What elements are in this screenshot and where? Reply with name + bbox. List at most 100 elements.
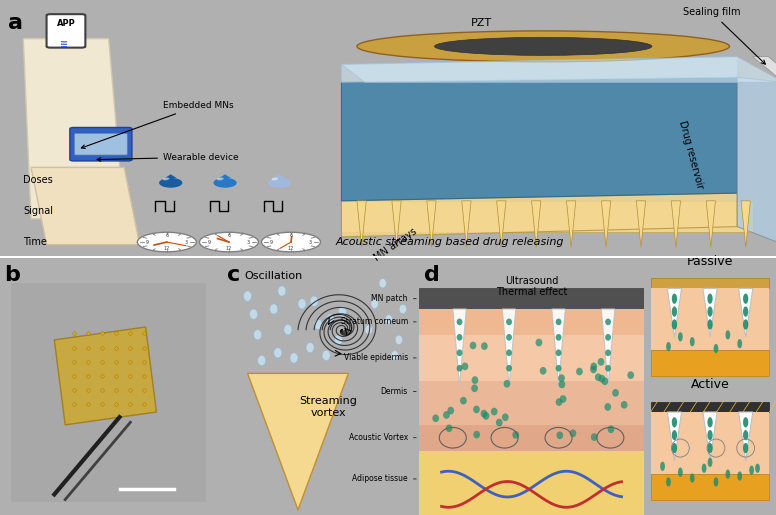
Circle shape — [462, 363, 469, 370]
Polygon shape — [671, 201, 681, 247]
Polygon shape — [427, 201, 436, 247]
Polygon shape — [419, 288, 644, 309]
Circle shape — [448, 407, 454, 415]
Polygon shape — [739, 412, 753, 461]
Circle shape — [270, 304, 278, 314]
Circle shape — [556, 398, 563, 406]
Circle shape — [708, 417, 712, 427]
Polygon shape — [419, 309, 644, 335]
Circle shape — [262, 232, 320, 252]
Circle shape — [743, 294, 748, 304]
Circle shape — [456, 334, 462, 341]
Polygon shape — [357, 201, 366, 247]
Circle shape — [456, 365, 462, 372]
Circle shape — [504, 380, 511, 388]
Circle shape — [385, 315, 393, 324]
Circle shape — [445, 424, 452, 432]
Circle shape — [576, 368, 583, 375]
Circle shape — [274, 348, 282, 358]
Circle shape — [612, 389, 619, 397]
Text: 9: 9 — [270, 239, 273, 245]
Polygon shape — [706, 201, 715, 247]
Circle shape — [591, 433, 598, 441]
Text: Passive: Passive — [687, 255, 733, 268]
Text: 9: 9 — [146, 239, 149, 245]
Text: Streaming
vortex: Streaming vortex — [300, 396, 357, 418]
Circle shape — [400, 304, 407, 314]
Text: ≣: ≣ — [60, 39, 68, 49]
Circle shape — [714, 344, 719, 353]
Circle shape — [590, 366, 597, 373]
Polygon shape — [453, 309, 466, 386]
Polygon shape — [31, 167, 140, 245]
Polygon shape — [650, 350, 769, 376]
Circle shape — [743, 430, 748, 440]
Circle shape — [391, 351, 398, 360]
Circle shape — [284, 324, 292, 335]
Ellipse shape — [163, 178, 169, 180]
Polygon shape — [341, 57, 776, 82]
Circle shape — [483, 412, 490, 420]
Circle shape — [338, 306, 346, 317]
Circle shape — [314, 319, 322, 330]
Circle shape — [595, 373, 601, 381]
Text: a: a — [8, 13, 23, 33]
Polygon shape — [753, 57, 776, 82]
Circle shape — [535, 339, 542, 347]
Polygon shape — [650, 402, 769, 412]
Circle shape — [137, 232, 196, 252]
Text: 6: 6 — [165, 233, 168, 238]
Circle shape — [290, 353, 298, 363]
Polygon shape — [219, 174, 231, 178]
Circle shape — [540, 367, 546, 374]
Text: 9: 9 — [208, 239, 211, 245]
Circle shape — [365, 325, 372, 334]
Text: 3: 3 — [309, 239, 312, 245]
Text: Time: Time — [23, 237, 47, 247]
Polygon shape — [566, 201, 576, 247]
Polygon shape — [650, 474, 769, 500]
Circle shape — [244, 291, 251, 301]
Circle shape — [481, 342, 488, 350]
Circle shape — [472, 376, 478, 384]
Polygon shape — [392, 201, 401, 247]
Circle shape — [690, 337, 695, 346]
Polygon shape — [248, 373, 348, 510]
Text: Oscillation: Oscillation — [244, 270, 303, 281]
Circle shape — [456, 318, 462, 325]
Polygon shape — [650, 278, 769, 288]
Circle shape — [570, 430, 577, 437]
Polygon shape — [650, 412, 769, 474]
Circle shape — [506, 334, 512, 341]
Text: Acoustic Vortex: Acoustic Vortex — [348, 433, 416, 442]
Polygon shape — [23, 39, 124, 219]
Text: Ultrasound
Thermal effect: Ultrasound Thermal effect — [496, 276, 567, 297]
Circle shape — [749, 466, 754, 475]
Circle shape — [605, 365, 611, 372]
Circle shape — [306, 342, 314, 353]
Polygon shape — [741, 201, 750, 247]
Circle shape — [690, 473, 695, 483]
Ellipse shape — [268, 178, 291, 187]
Polygon shape — [341, 57, 737, 82]
Circle shape — [672, 443, 677, 453]
Circle shape — [605, 334, 611, 341]
Circle shape — [506, 350, 512, 356]
Circle shape — [558, 374, 565, 382]
Text: 3: 3 — [247, 239, 250, 245]
Polygon shape — [462, 201, 471, 247]
Circle shape — [702, 464, 706, 473]
Text: d: d — [424, 265, 439, 285]
Text: 3: 3 — [185, 239, 188, 245]
Polygon shape — [552, 309, 565, 386]
Circle shape — [666, 342, 671, 351]
Circle shape — [199, 232, 258, 252]
Circle shape — [559, 395, 566, 403]
Circle shape — [460, 397, 466, 404]
Polygon shape — [737, 77, 776, 245]
Circle shape — [456, 350, 462, 356]
Circle shape — [605, 350, 611, 356]
Circle shape — [743, 443, 748, 453]
Circle shape — [708, 458, 712, 467]
Ellipse shape — [435, 38, 652, 56]
